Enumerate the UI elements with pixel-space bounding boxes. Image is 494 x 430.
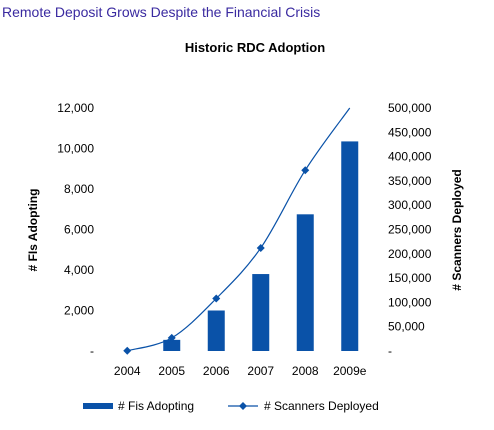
- y2-axis-label: # Scanners Deployed: [450, 169, 464, 290]
- legend-label-fis-adopting: # Fis Adopting: [118, 399, 194, 413]
- y-tick-label: -: [90, 344, 94, 358]
- bar-fis-adopting: [163, 339, 181, 351]
- y2-tick-label: -: [388, 344, 392, 358]
- x-tick-label: 2006: [203, 364, 230, 378]
- point-scanners-deployed: [256, 243, 265, 252]
- y-axis-label: # FIs Adopting: [26, 189, 40, 272]
- y2-tick-label: 200,000: [388, 247, 432, 261]
- bar-fis-adopting: [296, 214, 314, 351]
- bar-fis-adopting: [207, 310, 225, 351]
- y-tick-label: 4,000: [64, 263, 94, 277]
- y2-tick-label: 400,000: [388, 150, 432, 164]
- y2-tick-label: 300,000: [388, 198, 432, 212]
- y2-tick-label: 150,000: [388, 271, 432, 285]
- point-scanners-deployed: [123, 346, 132, 355]
- y-tick-label: 8,000: [64, 182, 94, 196]
- y2-tick-label: 250,000: [388, 223, 432, 237]
- x-tick-label: 2007: [247, 364, 274, 378]
- bar-fis-adopting: [252, 274, 270, 351]
- x-tick-label: 2005: [158, 364, 185, 378]
- point-scanners-deployed: [301, 166, 310, 175]
- x-tick-label: 2009e: [333, 364, 367, 378]
- bar-fis-adopting: [341, 141, 359, 351]
- y2-tick-label: 100,000: [388, 295, 432, 309]
- legend-marker-scanners-deployed: [239, 402, 247, 410]
- chart-title: Historic RDC Adoption: [185, 40, 325, 55]
- y2-tick-label: 450,000: [388, 125, 432, 139]
- y-tick-label: 2,000: [64, 304, 94, 318]
- legend-swatch-fis-adopting: [83, 403, 113, 409]
- y2-tick-label: 50,000: [388, 320, 425, 334]
- x-tick-label: 2008: [292, 364, 319, 378]
- y-tick-label: 6,000: [64, 223, 94, 237]
- y-tick-label: 10,000: [57, 142, 94, 156]
- y2-tick-label: 350,000: [388, 174, 432, 188]
- point-scanners-deployed: [212, 294, 221, 303]
- legend-label-scanners-deployed: # Scanners Deployed: [264, 399, 379, 413]
- point-scanners-deployed: [167, 333, 176, 342]
- x-tick-label: 2004: [114, 364, 141, 378]
- y2-tick-label: 500,000: [388, 101, 432, 115]
- chart-headline: Remote Deposit Grows Despite the Financi…: [2, 4, 321, 20]
- y-tick-label: 12,000: [57, 101, 94, 115]
- line-scanners-deployed: [127, 107, 351, 352]
